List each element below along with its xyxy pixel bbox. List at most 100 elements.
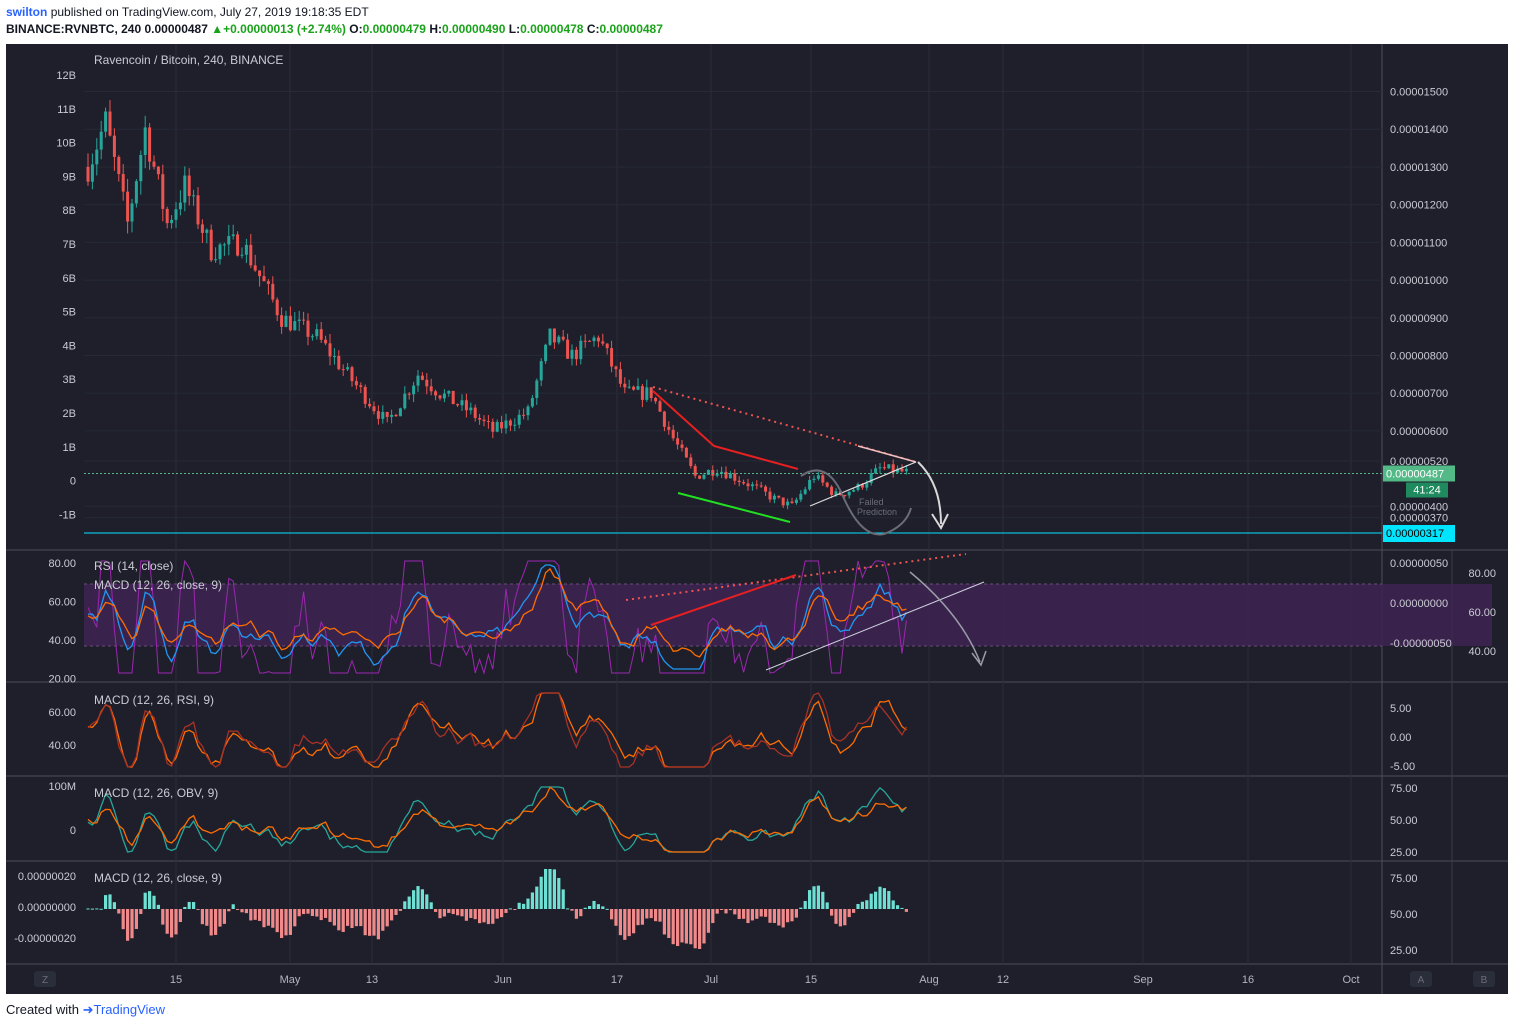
- candle-body: [394, 414, 398, 417]
- candle-body: [363, 386, 367, 404]
- candle-body: [385, 411, 389, 417]
- histogram-bar: [808, 890, 812, 909]
- chart-svg[interactable]: 15 May 13 Jun 17 Jul 15 Aug 12 Sep 16 Oct 0.00001500…: [6, 44, 1508, 994]
- candle-body: [535, 380, 539, 398]
- histogram-bar: [148, 891, 152, 909]
- macd-line: [87, 564, 907, 670]
- candle-body: [504, 420, 508, 429]
- c-label: C:: [586, 22, 600, 36]
- histogram-bar: [847, 909, 851, 918]
- histogram-bar: [852, 909, 856, 913]
- candle-body: [275, 299, 279, 316]
- author-link[interactable]: swilton: [6, 5, 48, 19]
- publish-text: published on TradingView.com, July 27, 2…: [50, 5, 369, 19]
- candle-body: [610, 348, 614, 367]
- candle-body: [253, 265, 257, 271]
- candle-body: [288, 315, 292, 331]
- candle-body: [508, 420, 512, 426]
- histogram-bar: [781, 909, 785, 928]
- histogram-bar: [882, 888, 886, 909]
- candle-body: [759, 485, 763, 487]
- histogram-bar: [416, 886, 420, 909]
- price-tick-label: 0.00000900: [1390, 313, 1448, 325]
- histogram-bar: [645, 909, 649, 919]
- candle-body: [337, 356, 341, 370]
- falling-lows-line: [677, 492, 791, 523]
- candle-body: [847, 491, 851, 496]
- volume-tick-label: 0: [70, 476, 76, 488]
- candle-body: [148, 127, 152, 162]
- candle-body: [156, 166, 160, 175]
- price-tick-label: 0.00000800: [1390, 350, 1448, 362]
- candle-body: [258, 270, 262, 277]
- candle-body: [152, 161, 156, 167]
- histogram-bar: [891, 900, 895, 909]
- macd-rsi-left-tick: 60.00: [48, 707, 76, 719]
- histogram-bar: [390, 909, 394, 921]
- histogram-bar: [178, 909, 182, 922]
- histogram-bar: [574, 909, 578, 919]
- histogram-bar: [486, 909, 490, 925]
- histogram-bar: [302, 909, 306, 915]
- histogram-bar: [284, 909, 288, 936]
- candle-body: [618, 369, 622, 384]
- volume-tick-label: 9B: [63, 171, 76, 183]
- candle-body: [667, 426, 671, 430]
- candle-body: [794, 499, 798, 503]
- histogram-bar: [381, 909, 385, 931]
- candle-body: [293, 321, 297, 331]
- candle-body: [658, 401, 662, 412]
- histogram-bar: [218, 909, 222, 927]
- candle-body: [632, 386, 636, 390]
- histogram-bar: [869, 893, 873, 909]
- histogram-bar: [689, 909, 693, 945]
- histogram-bar: [187, 901, 191, 909]
- histogram-bar: [566, 908, 570, 910]
- histogram-bar: [583, 907, 587, 909]
- histogram-bar: [702, 909, 706, 944]
- histogram-bar: [794, 909, 798, 918]
- candle-body: [557, 336, 561, 343]
- symbol-line: BINANCE:RVNBTC, 240 0.00000487 ▲+0.00000…: [6, 22, 663, 36]
- rsi-right2-tick: 60.00: [1468, 607, 1496, 619]
- candle-body: [583, 340, 587, 342]
- volume-tick-label: 10B: [56, 138, 76, 150]
- histogram-bar: [504, 909, 508, 913]
- histogram-bar: [715, 909, 719, 914]
- candle-body: [134, 181, 138, 204]
- histogram-bar: [640, 909, 644, 925]
- publish-line: swilton published on TradingView.com, Ju…: [6, 5, 369, 19]
- candle-body: [869, 473, 873, 484]
- candle-body: [605, 343, 609, 349]
- l-value: 0.00000478: [520, 22, 584, 36]
- candle-body: [271, 283, 275, 300]
- histogram-bar: [249, 909, 253, 921]
- a-button: [1410, 971, 1432, 987]
- macd-obv-right-tick: 50.00: [1390, 815, 1418, 827]
- histogram-bar: [614, 909, 618, 926]
- histogram-bar: [711, 909, 715, 924]
- candle-body: [882, 467, 886, 469]
- histogram-bar: [632, 909, 636, 934]
- candle-body: [517, 414, 521, 425]
- histogram-bar: [412, 890, 416, 909]
- histogram-bar: [130, 909, 134, 939]
- histogram-bar: [904, 909, 908, 912]
- candle-body: [676, 438, 680, 445]
- histogram-bar: [535, 886, 539, 909]
- histogram-bar: [121, 909, 125, 930]
- candle-body: [170, 219, 174, 224]
- tradingview-link[interactable]: TradingView: [93, 1002, 166, 1017]
- histogram-bar: [429, 902, 433, 909]
- o-label: O:: [349, 22, 363, 36]
- price-tick-label: 0.00001300: [1390, 162, 1448, 174]
- histogram-bar: [236, 909, 240, 910]
- candle-body: [764, 486, 768, 492]
- price-tick-label: 0.00001400: [1390, 124, 1448, 136]
- candle-body: [95, 149, 99, 165]
- candle-body: [412, 385, 416, 395]
- histogram-bar: [878, 886, 882, 909]
- macd-obv-right-tick: 25.00: [1390, 847, 1418, 859]
- histogram-bar: [728, 909, 732, 911]
- histogram-bar: [623, 909, 627, 940]
